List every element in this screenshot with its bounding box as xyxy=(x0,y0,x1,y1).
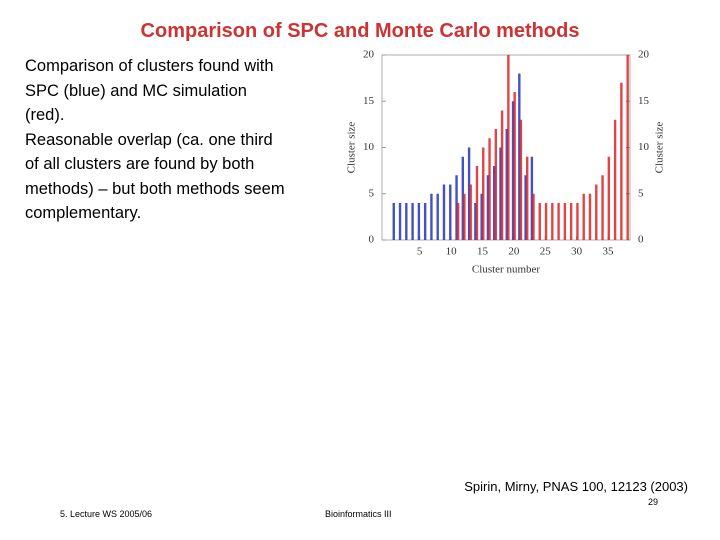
x-tick-label: 30 xyxy=(571,246,583,258)
page-number: 29 xyxy=(648,497,659,507)
bar xyxy=(436,193,439,240)
x-tick-label: 5 xyxy=(417,246,423,258)
bar xyxy=(626,55,629,240)
bar xyxy=(463,193,466,240)
slide-title: Comparison of SPC and Monte Carlo method… xyxy=(140,20,580,42)
y2-tick-label: 0 xyxy=(638,234,644,246)
body-line: Reasonable overlap (ca. one third xyxy=(25,130,273,149)
y-tick-label: 5 xyxy=(369,187,375,199)
bar xyxy=(532,193,535,240)
bar xyxy=(507,55,510,240)
bar xyxy=(607,156,611,240)
y-tick-label: 20 xyxy=(363,49,375,61)
bar xyxy=(613,119,617,240)
bar xyxy=(475,166,479,240)
bar xyxy=(455,175,458,240)
bar xyxy=(518,73,521,240)
bar xyxy=(467,147,471,240)
bar xyxy=(488,138,491,240)
x-tick-label: 35 xyxy=(603,246,615,258)
bar xyxy=(526,156,529,240)
body-line: SPC (blue) and MC simulation xyxy=(25,81,247,100)
body-line: methods) – but both methods seem xyxy=(25,179,285,198)
bar xyxy=(486,175,490,240)
bar xyxy=(595,184,598,240)
y2-axis-label: Cluster size xyxy=(654,122,666,174)
body-line: Comparison of clusters found with xyxy=(25,57,274,75)
bar xyxy=(557,203,560,240)
x-tick-label: 15 xyxy=(477,246,489,258)
bar xyxy=(499,147,502,240)
y2-tick-label: 5 xyxy=(638,187,644,199)
x-tick-label: 20 xyxy=(508,246,520,258)
bar xyxy=(620,82,623,240)
bar xyxy=(480,193,483,240)
x-axis-label: Cluster number xyxy=(472,264,540,276)
footer-left: 5. Lecture WS 2005/06 xyxy=(60,509,153,519)
bar xyxy=(544,203,548,240)
bar xyxy=(423,203,427,240)
bar xyxy=(513,92,516,240)
bar xyxy=(500,110,504,240)
bar xyxy=(474,203,477,240)
y2-tick-label: 15 xyxy=(638,95,650,107)
bar xyxy=(588,193,592,240)
bar xyxy=(601,175,604,240)
body-text: Comparison of clusters found with SPC (bl… xyxy=(25,54,285,226)
bar xyxy=(519,119,523,240)
bar xyxy=(494,129,498,240)
x-tick-label: 10 xyxy=(446,246,458,258)
y-tick-label: 15 xyxy=(363,95,375,107)
bar xyxy=(563,203,567,240)
bar xyxy=(442,184,446,240)
y-tick-label: 10 xyxy=(363,141,375,153)
bar xyxy=(417,203,421,240)
bar xyxy=(456,203,460,240)
bar xyxy=(582,193,585,240)
bar xyxy=(569,203,573,240)
bar xyxy=(398,203,402,240)
bar xyxy=(493,166,496,240)
bar xyxy=(530,156,534,240)
bar xyxy=(461,156,465,240)
bar xyxy=(392,203,395,240)
bar xyxy=(505,129,508,240)
bar xyxy=(449,184,452,240)
body-line: (red). xyxy=(25,106,65,124)
y-tick-label: 0 xyxy=(369,234,375,246)
bar xyxy=(511,101,515,240)
bar xyxy=(524,175,527,240)
bar xyxy=(576,203,579,240)
bar xyxy=(538,203,541,240)
footer-center: Bioinformatics III xyxy=(325,509,392,519)
bar xyxy=(482,147,485,240)
bar xyxy=(469,184,472,240)
y2-tick-label: 20 xyxy=(638,49,650,61)
bar xyxy=(405,203,408,240)
body-line: of all clusters are found by both xyxy=(25,155,255,173)
citation: Spirin, Mirny, PNAS 100, 12123 (2003) xyxy=(464,479,688,494)
bar xyxy=(551,203,554,240)
body-line: complementary. xyxy=(25,204,142,222)
bar xyxy=(430,193,433,240)
bar xyxy=(411,203,414,240)
y-axis-label: Cluster size xyxy=(346,122,358,174)
x-tick-label: 25 xyxy=(540,246,552,258)
y2-tick-label: 10 xyxy=(638,141,650,153)
